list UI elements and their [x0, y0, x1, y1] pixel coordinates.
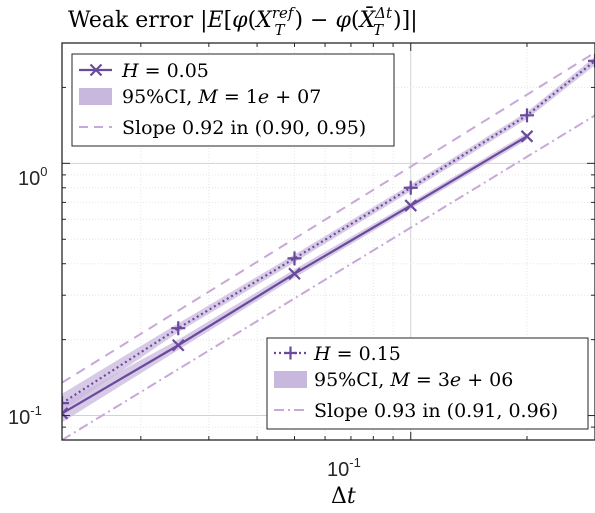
series-line-2 — [62, 51, 595, 384]
legend-bottom-right: H = 0.15 95%CI, M = 3e + 06 Slope 0.93 i… — [266, 337, 589, 430]
data-point-series-1 — [62, 396, 69, 411]
data-point-series-1 — [588, 53, 595, 68]
legend-label-slope-1: Slope 0.92 in (0.90, 0.95) — [122, 117, 366, 139]
y-tick-label-1: 100 — [18, 164, 47, 190]
data-point-series-0 — [62, 407, 69, 420]
legend-label-ci-2: 95%CI, M = 3e + 06 — [314, 369, 513, 391]
data-point-series-1 — [171, 321, 186, 336]
legend-label-ci-1: 95%CI, M = 1e + 07 — [122, 86, 321, 108]
data-point-series-0 — [404, 199, 418, 212]
axis-ticks — [62, 42, 595, 441]
axes-box — [61, 42, 595, 441]
legend-top-left: H = 0.05 95%CI, M = 1e + 07 Slope 0.92 i… — [71, 53, 395, 147]
x-tick-label-0.1: 10-1 — [327, 455, 361, 481]
series-markers — [62, 53, 595, 420]
x-axis-label: Δt — [331, 484, 356, 509]
data-point-series-1 — [519, 108, 534, 123]
chart-title: Weak error |E[φ(Xref T) − φ(X̄Δt T)]| — [68, 4, 418, 39]
data-point-series-0 — [171, 338, 185, 352]
legend-x-marker — [89, 63, 103, 77]
legend-label-slope-2: Slope 0.93 in (0.91, 0.96) — [314, 400, 558, 422]
legend-label-h005: H = 0.05 — [121, 60, 209, 82]
data-point-series-1 — [287, 251, 302, 266]
data-point-series-0 — [520, 130, 534, 143]
series-line-1 — [62, 59, 595, 405]
legend-box — [71, 53, 395, 147]
legend-ci-patch — [274, 371, 307, 388]
legend-ci-patch — [79, 88, 112, 105]
legend-box — [266, 337, 589, 430]
series-line-3 — [62, 114, 595, 440]
data-point-series-1 — [403, 180, 418, 195]
legend-plus-marker — [284, 346, 297, 360]
data-point-series-0 — [288, 267, 301, 281]
y-tick-label-0.1: 10-1 — [8, 403, 42, 429]
legend-label-h015: H = 0.15 — [313, 343, 401, 365]
